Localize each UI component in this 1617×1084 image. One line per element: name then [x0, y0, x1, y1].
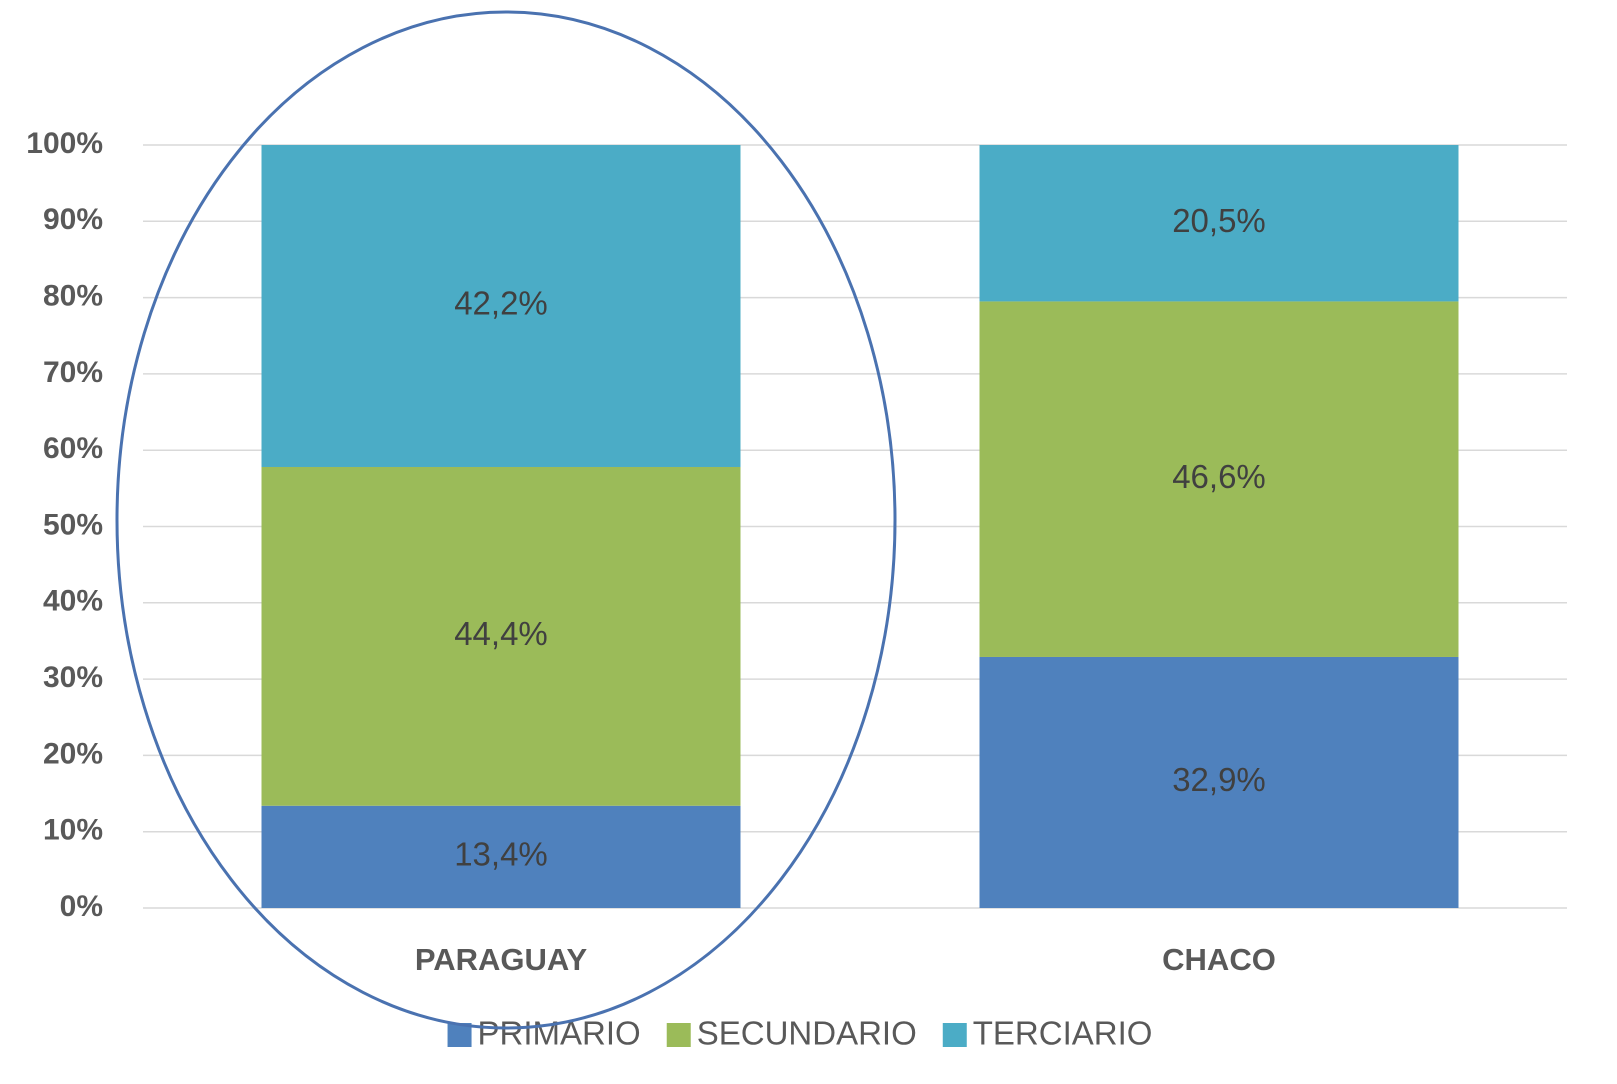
data-label: 42,2%: [454, 285, 548, 322]
legend-swatch: [942, 1023, 967, 1047]
y-tick-label: 20%: [43, 737, 103, 770]
data-label: 13,4%: [454, 836, 548, 873]
y-tick-label: 60%: [43, 432, 103, 465]
y-tick-label: 50%: [43, 508, 103, 541]
legend-label: TERCIARIO: [973, 1015, 1153, 1052]
y-tick-label: 10%: [43, 814, 103, 847]
bar-segment: [261, 805, 741, 908]
x-tick-label: PARAGUAY: [415, 942, 588, 977]
legend-label: PRIMARIO: [478, 1015, 641, 1052]
y-tick-label: 80%: [43, 280, 103, 313]
bar-segment: [261, 466, 741, 806]
y-tick-label: 0%: [60, 890, 103, 923]
y-tick-label: 100%: [26, 127, 103, 160]
bar-segment: [979, 656, 1459, 908]
bar-segment: [979, 145, 1459, 302]
data-label: 46,6%: [1172, 458, 1266, 495]
data-label: 44,4%: [454, 615, 548, 652]
y-tick-label: 30%: [43, 661, 103, 694]
y-tick-label: 40%: [43, 585, 103, 618]
bar-segment: [979, 301, 1459, 657]
data-label: 32,9%: [1172, 761, 1266, 798]
y-tick-label: 90%: [43, 203, 103, 236]
legend-label: SECUNDARIO: [697, 1015, 917, 1052]
y-tick-label: 70%: [43, 356, 103, 389]
bar-segment: [261, 145, 741, 467]
highlight-ellipse: [115, 10, 897, 1030]
data-label: 20,5%: [1172, 202, 1266, 239]
legend-swatch: [666, 1023, 691, 1047]
x-tick-label: CHACO: [1162, 942, 1276, 977]
